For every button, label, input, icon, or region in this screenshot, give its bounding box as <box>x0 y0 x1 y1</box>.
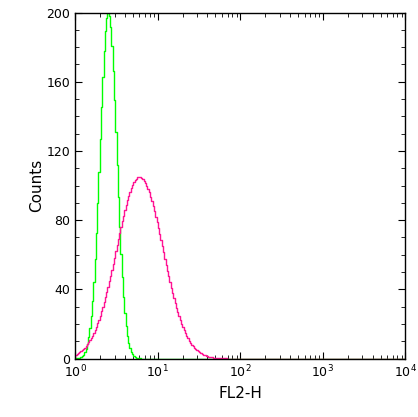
X-axis label: FL2-H: FL2-H <box>219 386 262 401</box>
Y-axis label: Counts: Counts <box>29 159 44 212</box>
